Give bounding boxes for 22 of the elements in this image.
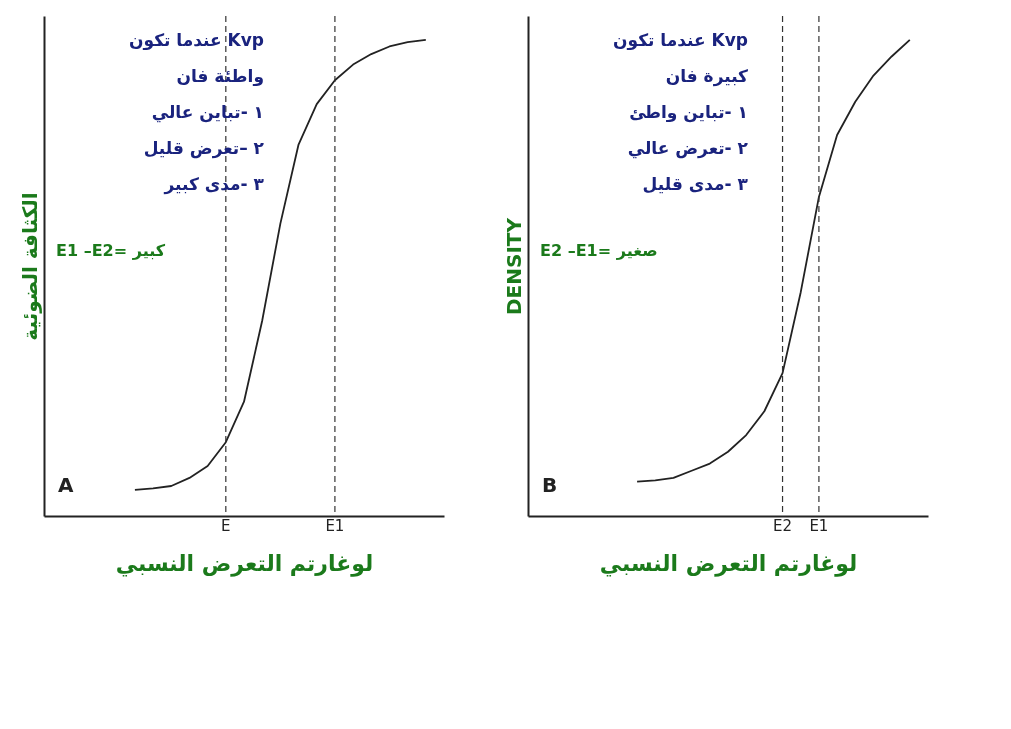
annotation: ٢ –تعرض قليل — [143, 138, 265, 159]
x-axis-title: لوغارتم التعرض النسبي — [115, 550, 374, 577]
annotation: ٣ -مدى قليل — [642, 174, 749, 194]
annotation: واطئة فان — [176, 66, 264, 87]
x-tick-label: E2 — [773, 516, 793, 535]
annotation: ١ -تباين عالي — [151, 102, 264, 123]
annotation: ٢ -تعرض عالي — [627, 138, 749, 159]
y-axis-title: DENSITY — [501, 217, 526, 315]
annotation: ١ -تباين واطئ — [629, 102, 748, 123]
annotation: A — [58, 473, 74, 497]
y-axis-title: الكثافة الضوئية — [17, 192, 42, 341]
annotation: عندما تكون Kvp — [613, 30, 748, 51]
annotation: كبيرة فان — [665, 66, 749, 87]
x-axis-title: لوغارتم التعرض النسبي — [599, 550, 858, 577]
annotation: E2 –E1= صغير — [540, 241, 658, 260]
annotation: عندما تكون Kvp — [129, 30, 264, 51]
annotation: E1 –E2= كبير — [56, 241, 166, 260]
x-tick-label: E — [221, 516, 231, 535]
annotation: B — [542, 473, 558, 497]
annotation: ٣ -مدى كبير — [163, 174, 265, 195]
x-tick-label: E1 — [809, 516, 829, 535]
x-tick-label: E1 — [325, 516, 345, 535]
